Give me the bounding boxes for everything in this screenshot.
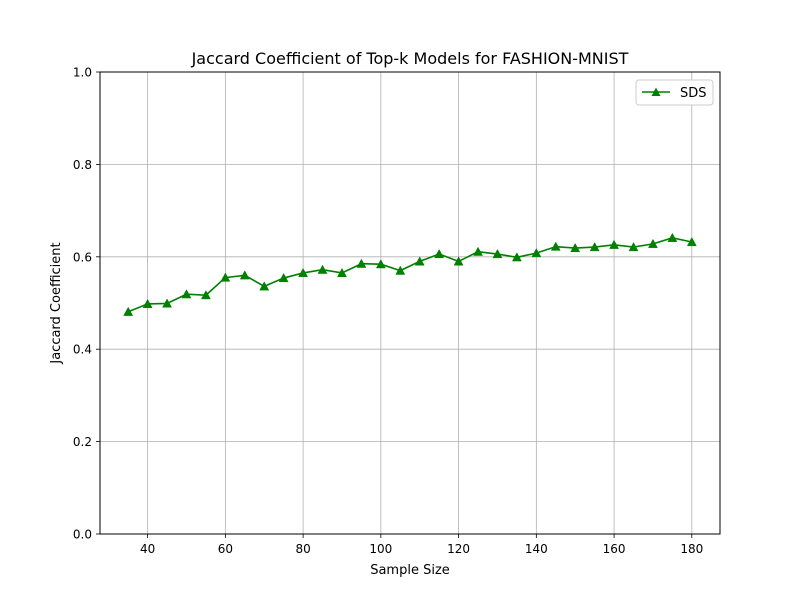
data-point	[628, 242, 639, 252]
data-point	[317, 264, 328, 274]
y-tick-label: 1.0	[73, 66, 92, 80]
x-tick-label: 180	[680, 542, 703, 556]
x-tick-label: 80	[295, 542, 310, 556]
data-point	[589, 242, 600, 252]
data-point	[414, 256, 425, 266]
data-point	[356, 258, 367, 268]
data-point	[142, 298, 153, 308]
data-point	[395, 265, 406, 275]
data-point	[298, 267, 309, 278]
x-axis-label: Sample Size	[370, 563, 450, 578]
x-tick-label: 160	[603, 542, 626, 556]
data-point	[473, 246, 483, 256]
data-point	[337, 267, 347, 278]
data-point	[648, 238, 658, 248]
data-point	[181, 289, 192, 299]
legend: SDS	[635, 79, 714, 106]
chart-title: Jaccard Coefficient of Top-k Models for …	[191, 49, 629, 68]
legend-label-sds: SDS	[680, 86, 707, 101]
y-tick-label: 0.2	[73, 435, 92, 449]
plot-frame	[99, 71, 721, 535]
y-tick-label: 0.6	[73, 250, 92, 264]
data-point	[434, 249, 445, 259]
series-layer	[123, 232, 697, 316]
data-point	[259, 281, 270, 291]
data-point	[609, 239, 619, 249]
data-point	[511, 252, 522, 262]
data-point	[550, 241, 561, 251]
x-tick-label: 140	[525, 542, 548, 556]
data-point	[375, 259, 386, 269]
data-point	[531, 248, 542, 258]
y-tick-label: 0.4	[73, 343, 92, 357]
data-point	[123, 306, 134, 316]
x-tick-label: 100	[369, 542, 392, 556]
legend-box	[635, 79, 714, 106]
data-point	[162, 298, 172, 308]
data-point	[686, 236, 697, 247]
y-axis-label: Jaccard Coefficient	[49, 242, 64, 364]
x-axis: 40 60 80 100 120 140 160 180	[140, 534, 703, 556]
data-point	[453, 256, 464, 266]
y-tick-label: 0.0	[73, 528, 92, 542]
data-point	[667, 232, 678, 242]
x-tick-label: 40	[140, 542, 155, 556]
data-point	[220, 272, 231, 282]
data-point	[239, 270, 250, 280]
data-point	[201, 290, 211, 300]
y-axis: 0.0 0.2 0.4 0.6 0.8 1.0	[73, 66, 100, 542]
data-point	[570, 242, 581, 253]
x-tick-label: 120	[447, 542, 470, 556]
data-point	[492, 249, 503, 259]
legend-marker-sds	[651, 87, 661, 96]
x-tick-label: 60	[218, 542, 233, 556]
data-point	[278, 273, 289, 283]
y-tick-label: 0.8	[73, 158, 92, 172]
